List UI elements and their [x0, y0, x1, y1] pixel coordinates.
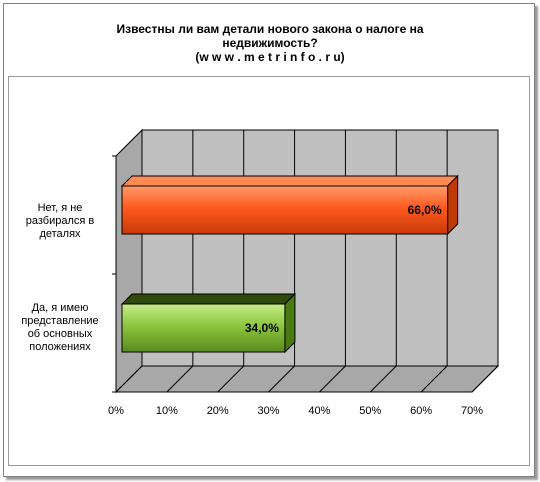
tick-labels: 0% 10% 20% 30% 40% 50% 60% 70% — [108, 405, 483, 417]
category-label-1: Да, я имею представление об основных положе… — [10, 302, 110, 354]
x-tick-label: 60% — [410, 405, 432, 417]
x-tick-label: 0% — [108, 405, 124, 417]
floor-line-10 — [166, 365, 194, 393]
bar-end-face — [284, 292, 296, 354]
chart-title-line-1: Известны ли вам детали нового закона о н… — [116, 22, 424, 36]
floor-line-20 — [217, 365, 245, 393]
floor-line-40 — [319, 365, 346, 393]
bars: 66,0% 34,0% — [120, 174, 459, 354]
floor-line-50 — [369, 365, 397, 393]
data-label-0: 66,0% — [408, 203, 442, 217]
bar-1 — [120, 292, 297, 354]
floor-line-30 — [268, 365, 295, 393]
chart-title-line-3: (w w w . m e t r i n f o . r u) — [195, 50, 345, 64]
category-label-line: положениях — [29, 341, 91, 353]
x-tick-label: 70% — [461, 405, 483, 417]
category-label-line: Нет, я не — [37, 202, 83, 214]
x-tick-label: 10% — [156, 405, 178, 417]
floor-line-0 — [115, 365, 143, 393]
plot-walls — [112, 128, 500, 394]
bar-top-face — [120, 293, 297, 305]
category-label-line: представление — [21, 315, 99, 327]
floor-line-60 — [420, 365, 448, 393]
bar-end-face — [447, 174, 459, 236]
category-label-line: деталях — [39, 228, 81, 240]
floor-line-70 — [471, 365, 499, 393]
side-wall — [115, 128, 143, 394]
category-label-line: разбирался в — [25, 215, 95, 227]
bar-top-face — [120, 175, 459, 187]
x-tick-label: 20% — [207, 405, 229, 417]
category-label-0: Нет, я не разбирался в деталях — [10, 202, 110, 241]
data-label-1: 34,0% — [245, 321, 279, 335]
x-tick-label: 40% — [308, 405, 330, 417]
bar-0 — [120, 174, 459, 236]
category-label-line: Да, я имею — [31, 302, 89, 314]
x-tick-label: 30% — [258, 405, 280, 417]
floor — [114, 365, 500, 393]
bar-front-face — [121, 185, 449, 235]
bar-front-face — [121, 303, 286, 353]
chart-title-line-2: недвижимость? — [222, 36, 318, 50]
x-tick-label: 50% — [359, 405, 381, 417]
category-label-line: об основных — [27, 328, 93, 340]
